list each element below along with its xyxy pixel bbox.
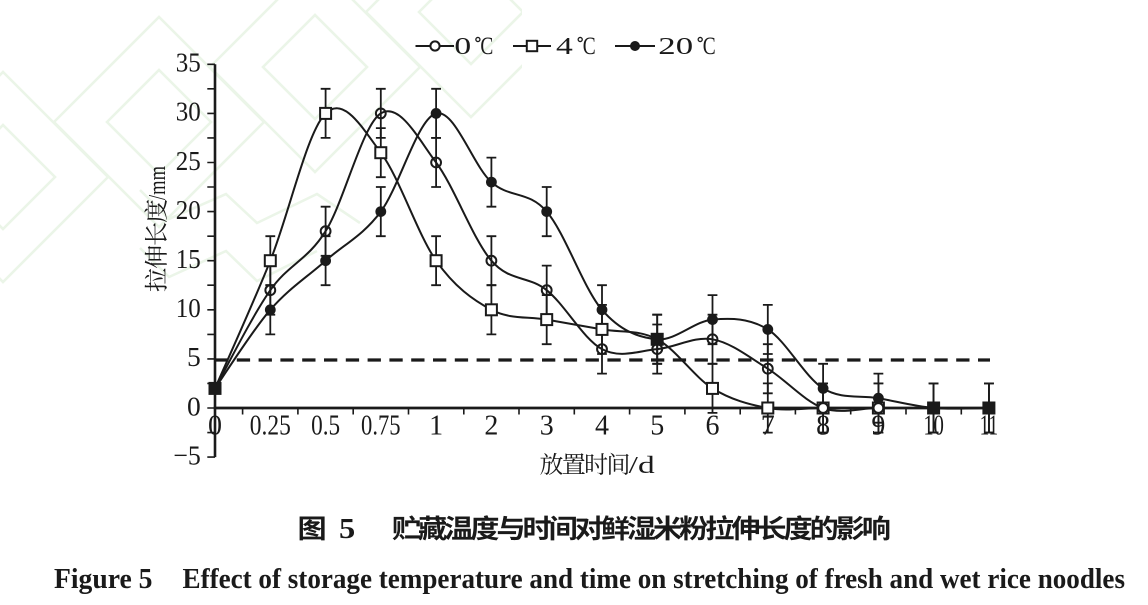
svg-text:Effect of storage temperature: Effect of storage temperature and time o… [183, 563, 1126, 595]
svg-text:2: 2 [484, 411, 498, 442]
svg-text:0: 0 [454, 33, 471, 59]
svg-text:5: 5 [339, 513, 355, 545]
svg-text:20: 20 [658, 33, 693, 59]
svg-text:−5: −5 [173, 439, 201, 470]
svg-text:Figure 5: Figure 5 [54, 563, 153, 595]
svg-text:0.5: 0.5 [311, 411, 340, 442]
svg-text:C: C [480, 31, 493, 59]
svg-text:11: 11 [980, 411, 999, 442]
svg-text:5: 5 [187, 341, 201, 372]
svg-text:25: 25 [176, 145, 201, 176]
svg-text:1: 1 [429, 411, 443, 442]
svg-text:8: 8 [816, 411, 830, 442]
svg-text:4: 4 [595, 411, 609, 442]
svg-text:0: 0 [208, 411, 222, 442]
svg-text:6: 6 [706, 411, 720, 442]
svg-text:15: 15 [176, 243, 201, 274]
svg-text:35: 35 [176, 47, 201, 78]
svg-text:10: 10 [923, 411, 944, 442]
svg-text:0: 0 [187, 390, 201, 421]
svg-text:5: 5 [650, 411, 664, 442]
svg-text:4: 4 [556, 33, 573, 59]
svg-text:10: 10 [176, 292, 201, 323]
svg-text:/mm: /mm [145, 166, 171, 200]
svg-text:0.25: 0.25 [250, 411, 291, 442]
svg-text:C: C [703, 31, 716, 59]
svg-text:9: 9 [871, 411, 885, 442]
svg-text:/d: /d [629, 452, 655, 479]
svg-text:C: C [583, 31, 596, 59]
svg-text:3: 3 [540, 411, 554, 442]
svg-text:7: 7 [761, 411, 775, 442]
svg-text:20: 20 [176, 194, 201, 225]
svg-text:0.75: 0.75 [361, 411, 401, 442]
svg-text:30: 30 [176, 96, 201, 127]
